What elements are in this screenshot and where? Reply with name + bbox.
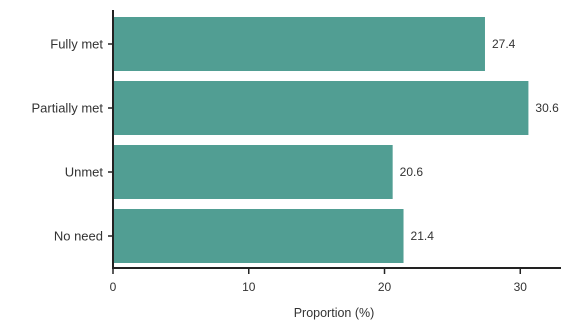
x-axis-title: Proportion (%) [294, 306, 375, 320]
category-label-partially-met: Partially met [31, 101, 103, 116]
x-tick-label-20: 20 [378, 280, 392, 294]
value-label-no-need: 21.4 [411, 229, 435, 243]
x-ticks-group: 0 10 20 30 [110, 268, 528, 294]
category-labels-group: Fully met Partially met Unmet No need [31, 37, 103, 244]
category-label-unmet: Unmet [65, 165, 104, 180]
x-tick-label-10: 10 [242, 280, 256, 294]
bar-fully-met [113, 17, 485, 71]
bar-no-need [113, 209, 404, 263]
bars-group [113, 17, 529, 263]
bar-partially-met [113, 81, 529, 135]
value-label-fully-met: 27.4 [492, 37, 516, 51]
bar-unmet [113, 145, 393, 199]
x-tick-label-0: 0 [110, 280, 117, 294]
value-label-unmet: 20.6 [400, 165, 424, 179]
category-label-fully-met: Fully met [50, 37, 103, 52]
x-tick-label-30: 30 [514, 280, 528, 294]
category-label-no-need: No need [54, 229, 103, 244]
value-label-partially-met: 30.6 [535, 101, 559, 115]
value-labels-group: 27.4 30.6 20.6 21.4 [400, 37, 559, 243]
